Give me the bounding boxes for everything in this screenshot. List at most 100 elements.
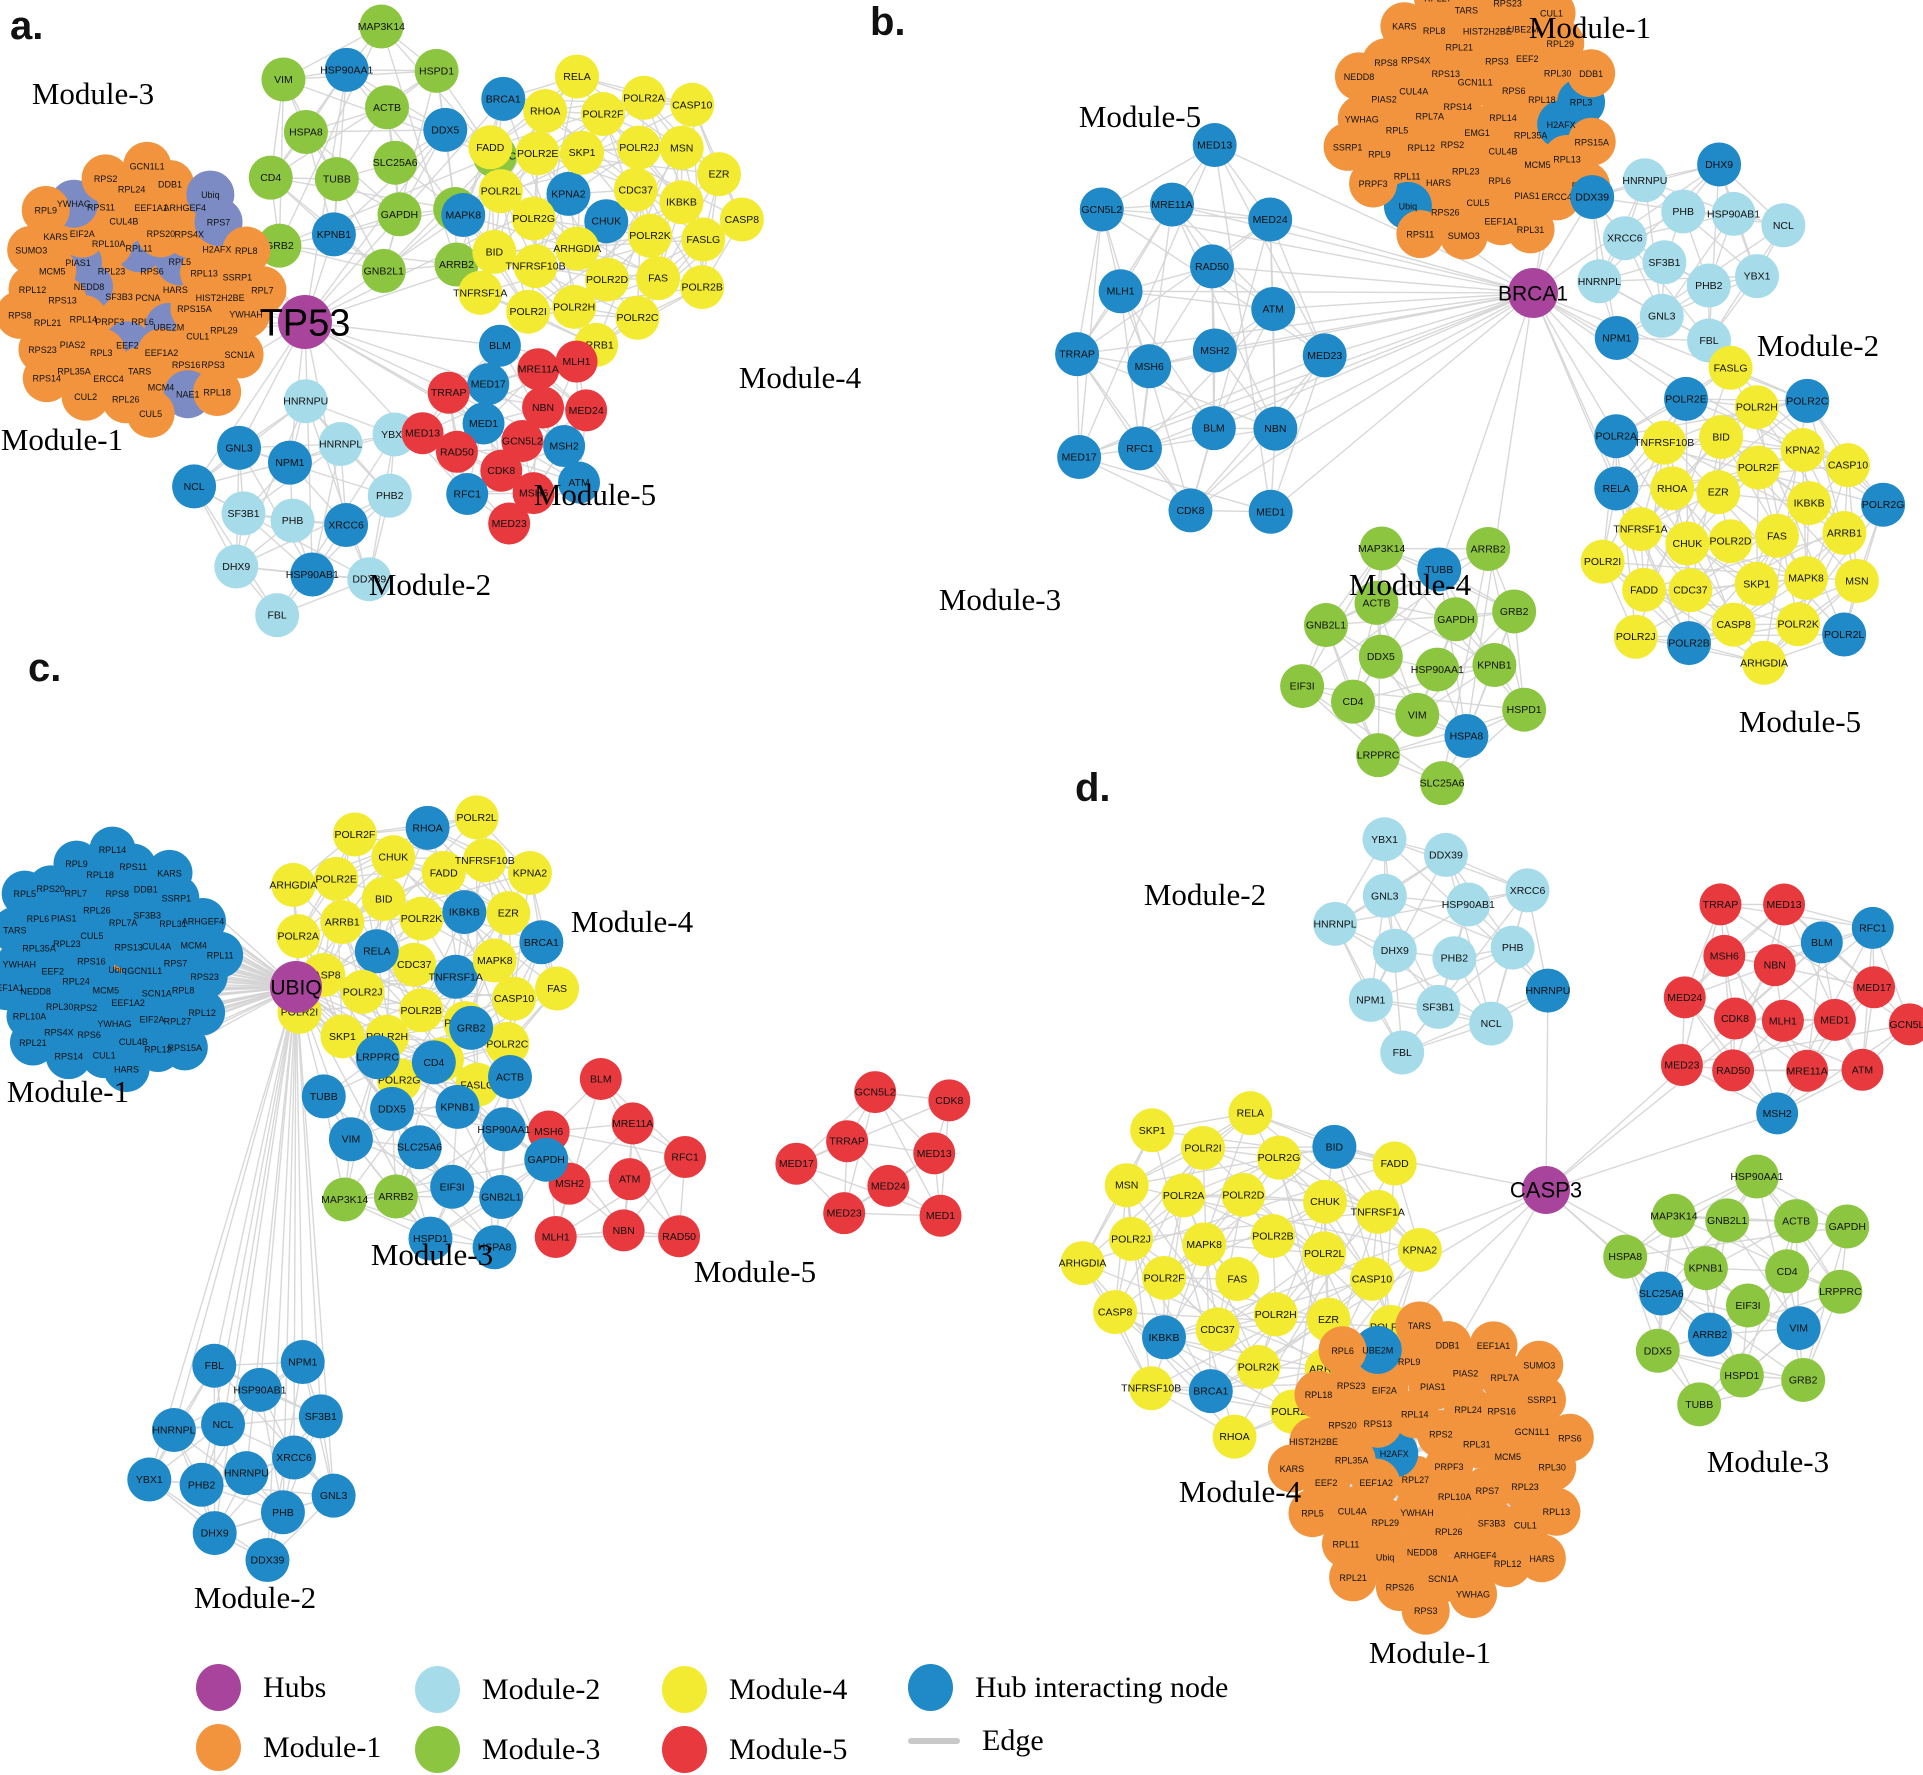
node-label: MED24	[871, 1180, 906, 1192]
node-label: PHB	[1502, 942, 1524, 954]
node-MSH2	[543, 425, 586, 468]
node-RFC1	[664, 1136, 707, 1179]
node-label: BRCA1	[486, 93, 521, 105]
node-label: ACTB	[373, 102, 401, 114]
hub-edge	[1269, 218, 1534, 294]
node-label: CDK8	[935, 1095, 963, 1107]
node-label: MAP3K14	[358, 21, 405, 33]
node-label: DDX39	[1429, 849, 1463, 861]
hub-edge	[1438, 292, 1534, 570]
hub-edge	[1214, 144, 1534, 294]
node-KPNB1	[1683, 1246, 1728, 1291]
node-HSPD1	[414, 48, 459, 93]
node-label: EZR	[1318, 1314, 1339, 1326]
node-label: BID	[375, 893, 393, 905]
node-POLR2A	[1161, 1173, 1206, 1218]
node-GAPDH	[1433, 597, 1478, 642]
node-label: ATM	[1852, 1064, 1873, 1076]
node-label: RPL31	[159, 919, 187, 929]
node-MED24	[867, 1164, 910, 1207]
node-GCN1L1	[123, 141, 172, 190]
node-label: RAD50	[1195, 261, 1229, 273]
node-label: RPS20	[1328, 1420, 1357, 1430]
node-label: CASP10	[672, 99, 712, 111]
node-label: XRCC6	[276, 1452, 312, 1464]
node-label: CASP8	[1716, 619, 1751, 631]
node-label: RPS11	[1406, 230, 1434, 240]
node-label: YWHAG	[1456, 1590, 1490, 1600]
node-label: RPS11	[87, 203, 115, 213]
node-MED17	[775, 1142, 818, 1185]
node-SUMO3	[1439, 211, 1488, 260]
node-DDX39	[245, 1538, 290, 1583]
node-GRB2	[1492, 589, 1537, 634]
node-label: CASP10	[494, 993, 534, 1005]
node-label: RPL29	[210, 326, 238, 336]
node-EEF1A1	[1469, 1321, 1518, 1370]
node-label: MAP3K14	[1358, 543, 1405, 555]
node-label: TUBB	[323, 174, 351, 186]
edge	[333, 69, 348, 235]
node-label: TNFRSF10B	[1121, 1383, 1181, 1395]
node-label: POLR2I	[509, 306, 546, 318]
edge	[1598, 163, 1720, 282]
edge	[1720, 436, 1807, 579]
node-label: MED1	[1256, 506, 1285, 518]
node-label: BLM	[1811, 937, 1833, 949]
node-label: HNRNPL	[1578, 276, 1621, 288]
node-HSP90AA1	[481, 1107, 526, 1152]
node-HNRNPU	[1525, 968, 1570, 1013]
node-label: RPL9	[1398, 1357, 1421, 1367]
edge	[1214, 144, 1326, 356]
node-label: RPL18	[203, 387, 231, 397]
node-RHOA	[405, 805, 450, 850]
hub-edge	[266, 986, 297, 1561]
node-SLC25A6	[1639, 1271, 1684, 1316]
node-label: RPS8	[1374, 58, 1398, 68]
node-label: RPS6	[140, 266, 164, 276]
node-label: POLR2G	[378, 1075, 421, 1087]
node-RAD50	[658, 1215, 701, 1258]
node-label: FAS	[547, 983, 567, 995]
edge	[1689, 436, 1722, 591]
node-label: MSH2	[1200, 345, 1229, 357]
node-label: MSH6	[534, 1126, 563, 1138]
node-label: PIAS1	[65, 258, 91, 268]
node-label: RPL26	[83, 905, 111, 915]
node-label: MCM5	[39, 266, 66, 276]
node-label: CUL4B	[1489, 146, 1518, 156]
node-HSPA8	[472, 1225, 517, 1270]
node-label: EZR	[498, 908, 519, 920]
node-label: NEDD8	[74, 282, 105, 292]
node-label: GAPDH	[1437, 614, 1474, 626]
node-label: MSN	[1845, 575, 1868, 587]
node-label: FBL	[1393, 1047, 1412, 1059]
node-label: MED17	[1062, 452, 1097, 464]
node-SUMO3	[1515, 1340, 1564, 1389]
edge	[1334, 923, 1492, 1025]
node-POLR2F	[1142, 1255, 1187, 1300]
module-label-c-module-3: Module-3	[370, 1237, 494, 1272]
hub-edge	[1270, 292, 1534, 513]
node-HNRNPL	[1313, 901, 1358, 946]
node-MSN	[659, 125, 704, 170]
node-label: BRCA1	[524, 937, 559, 949]
node-label: ARHGDIA	[1059, 1258, 1107, 1270]
node-POLR2C	[485, 1021, 530, 1066]
node-PHB2	[1432, 936, 1477, 981]
node-label: RPS13	[1431, 69, 1460, 79]
edge	[1078, 209, 1103, 458]
node-label: MLH1	[1107, 286, 1135, 298]
edge	[1724, 955, 1875, 988]
node-XRCC6	[324, 503, 369, 548]
node-label: LRPPRC	[1819, 1286, 1862, 1298]
hub-edge	[295, 986, 435, 1063]
node-ARRB2	[373, 1174, 418, 1219]
node-label: MSH2	[555, 1178, 584, 1190]
node-MSH6	[1127, 344, 1172, 389]
node-CDC37	[613, 167, 658, 212]
module-label-c-module-5: Module-5	[693, 1254, 817, 1289]
node-label: POLR2L	[1824, 629, 1864, 641]
